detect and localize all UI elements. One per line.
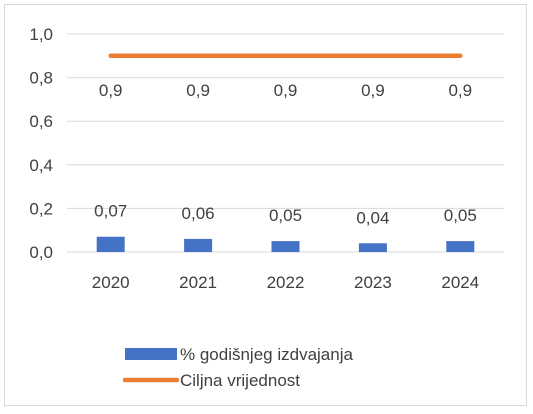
x-tick-label: 2022 [267,273,305,292]
legend-label: % godišnjeg izdvajanja [180,345,353,364]
line-data-label: 0,9 [186,81,210,100]
x-tick-label: 2021 [179,273,217,292]
y-tick-label: 0,8 [29,69,53,88]
x-tick-label: 2023 [354,273,392,292]
bar [446,241,475,252]
bar [184,238,213,252]
bar-data-label: 0,05 [444,206,477,225]
chart-frame: 0,0 0,2 0,4 0,6 0,8 1,0 2020 2021 2022 2023 2024 0,… [4,4,527,406]
bar-data-label: 0,06 [182,204,215,223]
line-data-label: 0,9 [448,81,472,100]
bar-data-label: 0,04 [356,208,389,227]
line-data-label: 0,9 [361,81,385,100]
chart-svg: 0,0 0,2 0,4 0,6 0,8 1,0 2020 2021 2022 2023 2024 0,… [29,25,504,390]
bar [271,241,300,252]
bar-data-label: 0,07 [94,202,127,221]
line-data-label: 0,9 [99,81,123,100]
y-tick-label: 0,0 [29,243,53,262]
legend-label: Ciljna vrijednost [180,371,300,390]
legend-swatch-bar [125,348,177,360]
y-tick-label: 0,6 [29,112,53,131]
y-tick-label: 0,4 [29,156,53,175]
bar [358,243,387,252]
y-tick-label: 1,0 [29,25,53,44]
bar [96,236,125,252]
x-tick-label: 2024 [441,273,479,292]
y-tick-label: 0,2 [29,199,53,218]
x-tick-label: 2020 [92,273,130,292]
line-data-label: 0,9 [274,81,298,100]
bar-data-label: 0,05 [269,206,302,225]
